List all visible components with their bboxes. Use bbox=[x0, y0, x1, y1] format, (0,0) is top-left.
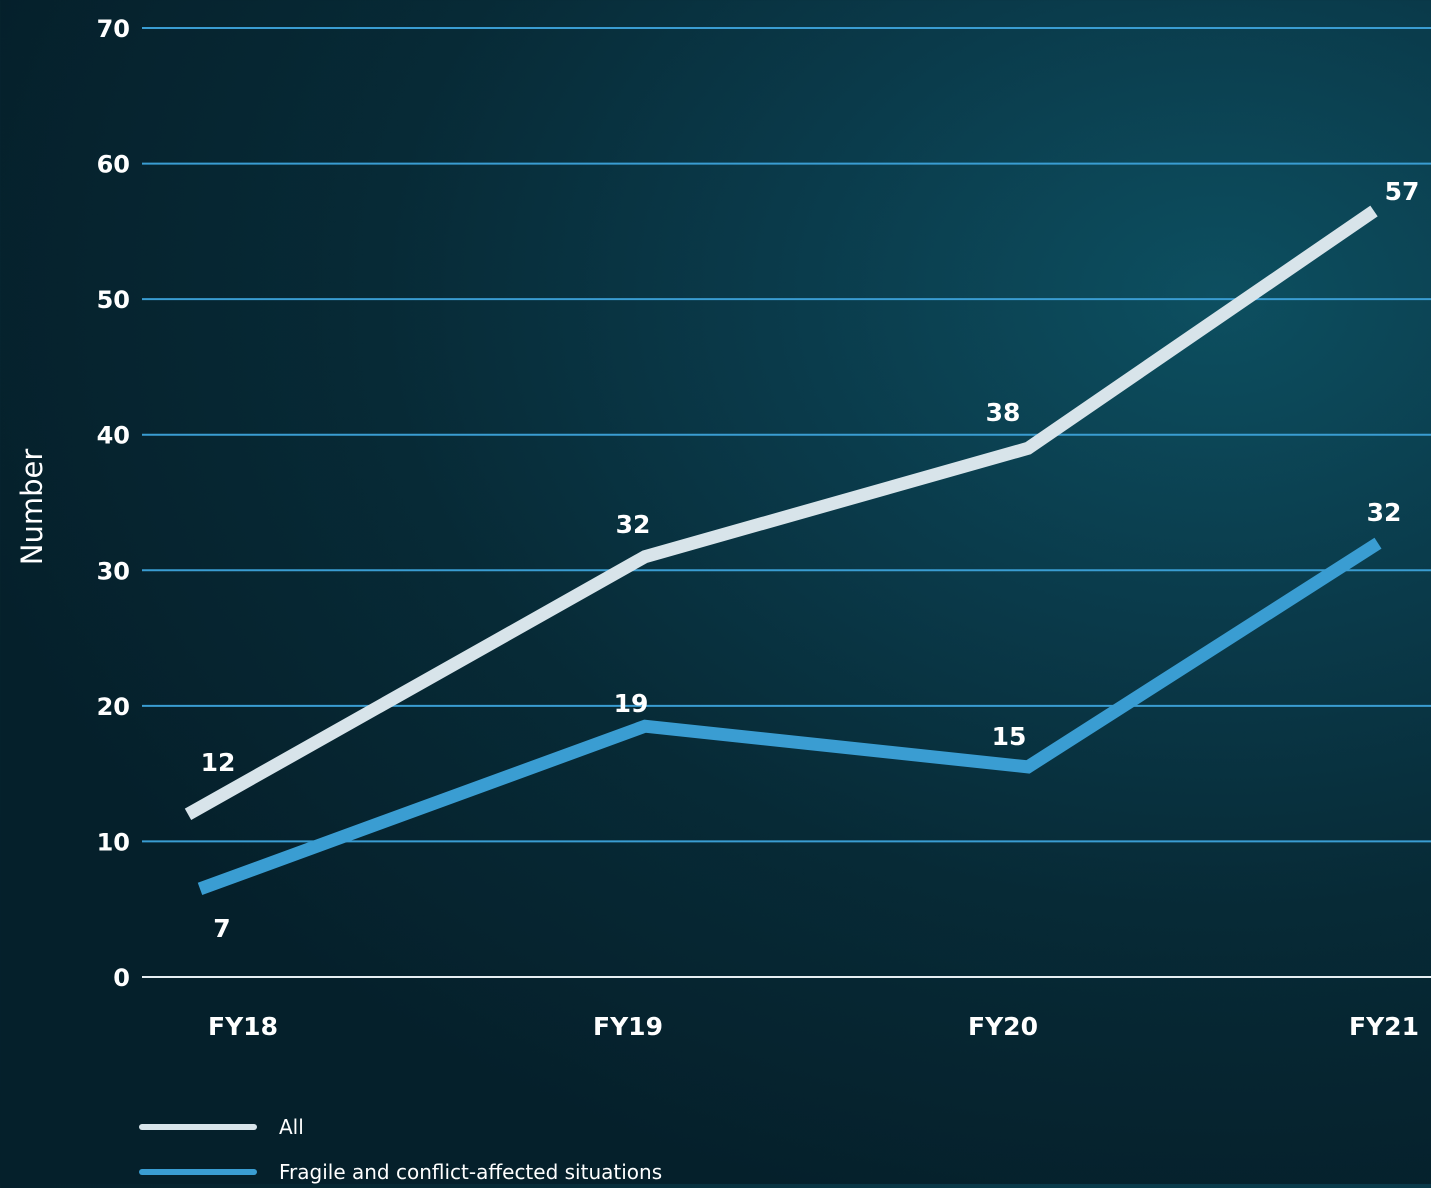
y-tick-label: 50 bbox=[97, 286, 130, 314]
series-layer bbox=[184, 205, 1382, 896]
x-tick-label: FY19 bbox=[593, 1012, 663, 1041]
x-tick-label: FY18 bbox=[208, 1012, 278, 1041]
y-tick-label: 60 bbox=[97, 151, 130, 179]
y-tick-label: 10 bbox=[97, 828, 130, 856]
y-tick-label: 40 bbox=[97, 422, 130, 450]
data-labels: 12 32 38 57 7 19 15 32 bbox=[201, 177, 1420, 943]
series-line-fragile bbox=[197, 537, 1382, 896]
data-label: 15 bbox=[992, 722, 1027, 751]
data-label: 32 bbox=[1367, 498, 1402, 527]
x-tick-label: FY20 bbox=[968, 1012, 1038, 1041]
y-axis-ticks: 0 10 20 30 40 50 60 70 bbox=[97, 15, 130, 992]
legend: All Fragile and conflict-affected situati… bbox=[139, 1115, 662, 1184]
y-tick-label: 30 bbox=[97, 557, 130, 585]
y-tick-label: 70 bbox=[97, 15, 130, 43]
y-tick-label: 0 bbox=[113, 964, 130, 992]
data-label: 19 bbox=[614, 689, 649, 718]
data-label: 38 bbox=[986, 398, 1021, 427]
y-axis-label: Number bbox=[15, 449, 49, 566]
x-tick-label: FY21 bbox=[1349, 1012, 1419, 1041]
y-tick-label: 20 bbox=[97, 693, 130, 721]
data-label: 32 bbox=[616, 510, 651, 539]
data-label: 57 bbox=[1385, 177, 1420, 206]
data-label: 12 bbox=[201, 748, 236, 777]
grid-layer bbox=[142, 27, 1431, 978]
legend-label: Fragile and conflict-affected situations bbox=[279, 1160, 662, 1184]
legend-label: All bbox=[279, 1115, 304, 1139]
x-axis-ticks: FY18 FY19 FY20 FY21 bbox=[208, 1012, 1419, 1041]
data-label: 7 bbox=[213, 914, 230, 943]
series-line-all bbox=[184, 205, 1378, 820]
